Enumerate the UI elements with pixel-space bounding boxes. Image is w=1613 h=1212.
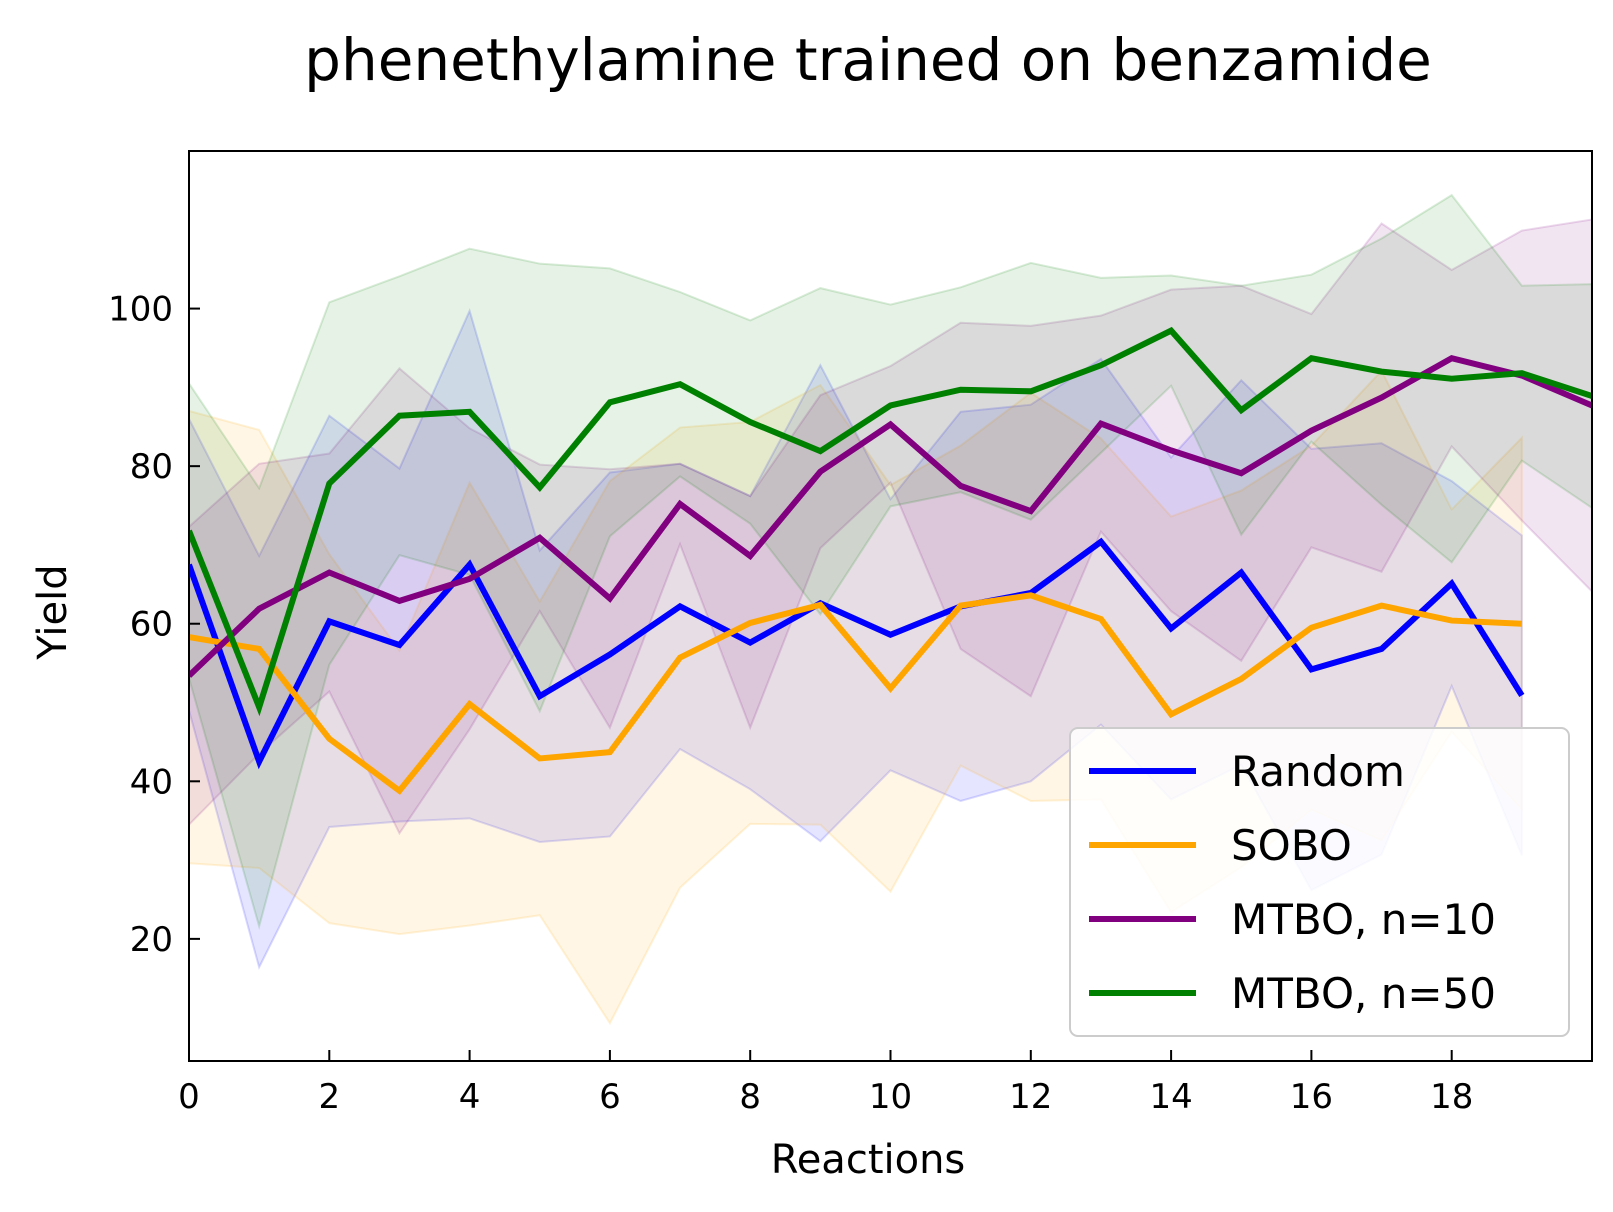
legend-label-sobo: SOBO: [1231, 821, 1352, 870]
x-tick-label: 10: [869, 1077, 912, 1117]
y-axis-ticks: 20 40 60 80 100: [108, 290, 200, 960]
mtbo-n-50-band: [189, 193, 1592, 931]
legend: Random SOBO MTBO, n=10 MTBO, n=50: [1069, 727, 1570, 1037]
x-tick-label: 12: [1009, 1077, 1052, 1117]
x-tick-label: 0: [178, 1077, 200, 1117]
mtbo-n-50-line: [189, 326, 1592, 717]
x-tick-label: 2: [318, 1077, 340, 1117]
x-tick-label: 16: [1290, 1077, 1333, 1117]
sobo-line: [189, 592, 1522, 795]
y-axis-label: Yield: [30, 564, 76, 660]
legend-label-random: Random: [1231, 747, 1405, 796]
x-tick-label: 14: [1149, 1077, 1192, 1117]
y-tick-label: 80: [130, 447, 173, 487]
y-tick-label: 100: [108, 290, 173, 330]
x-tick-label: 6: [599, 1077, 621, 1117]
y-tick-label: 60: [130, 605, 173, 645]
chart-title: phenethylamine trained on benzamide: [304, 26, 1432, 94]
legend-box: [1069, 727, 1570, 1037]
mtbo-n-10-band: [189, 218, 1592, 836]
series-lines: [189, 326, 1592, 795]
legend-label-mtbo-n-50: MTBO, n=50: [1231, 969, 1496, 1018]
mtbo-n-10-line: [189, 355, 1592, 678]
x-tick-label: 4: [459, 1077, 481, 1117]
y-tick-label: 40: [130, 762, 173, 802]
x-axis-ticks: 0 2 4 6 8 10 12 14 16 18: [178, 1050, 1473, 1117]
y-tick-label: 20: [130, 920, 173, 960]
legend-label-mtbo-n-10: MTBO, n=10: [1231, 895, 1496, 944]
random-line: [189, 537, 1525, 770]
x-tick-label: 8: [739, 1077, 761, 1117]
x-axis-label: Reactions: [771, 1137, 966, 1183]
x-tick-label: 18: [1430, 1077, 1473, 1117]
